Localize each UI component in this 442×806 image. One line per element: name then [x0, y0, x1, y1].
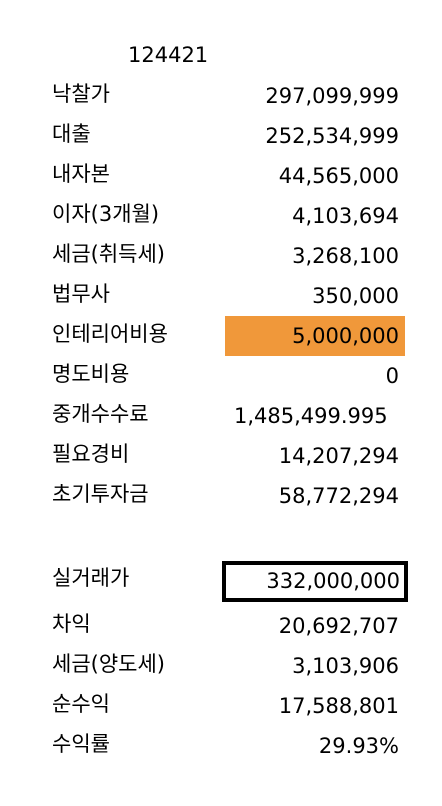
value-cell[interactable]: 297,099,999: [265, 84, 399, 108]
value-cell[interactable]: 44,565,000: [278, 164, 399, 188]
label-cell[interactable]: 내자본: [52, 162, 110, 186]
row-necessary-expense: 필요경비 14,207,294: [0, 436, 442, 476]
row-margin: 차익 20,692,707: [0, 606, 442, 646]
label-cell[interactable]: 순수익: [52, 692, 110, 716]
row-legal-fee: 법무사 350,000: [0, 276, 442, 316]
label-cell[interactable]: 세금(양도세): [52, 652, 165, 676]
row-actual-price: 실거래가 332,000,000: [0, 560, 442, 602]
row-initial-investment: 초기투자금 58,772,294: [0, 476, 442, 516]
row-interior-cost: 인테리어비용 5,000,000: [0, 316, 442, 356]
value-cell[interactable]: 17,588,801: [278, 694, 399, 718]
value-cell[interactable]: 58,772,294: [278, 484, 399, 508]
value-cell[interactable]: 0: [385, 364, 399, 388]
label-cell[interactable]: 대출: [52, 122, 91, 146]
value-cell[interactable]: 3,103,906: [292, 654, 399, 678]
label-cell[interactable]: 세금(취득세): [52, 242, 165, 266]
value-cell[interactable]: 350,000: [312, 284, 399, 308]
value-cell[interactable]: 14,207,294: [278, 444, 399, 468]
value-cell[interactable]: 4,103,694: [292, 204, 399, 228]
value-cell-highlighted[interactable]: 5,000,000: [225, 316, 405, 356]
label-cell[interactable]: 실거래가: [52, 566, 130, 590]
row-interest: 이자(3개월) 4,103,694: [0, 196, 442, 236]
label-cell[interactable]: 명도비용: [52, 362, 130, 386]
row-own-capital: 내자본 44,565,000: [0, 156, 442, 196]
value-cell[interactable]: 3,268,100: [292, 244, 399, 268]
row-capital-gains-tax: 세금(양도세) 3,103,906: [0, 646, 442, 686]
row-net-profit: 순수익 17,588,801: [0, 686, 442, 726]
row-brokerage-fee: 중개수수료 1,485,499.995: [0, 396, 442, 436]
label-cell[interactable]: 낙찰가: [52, 82, 110, 106]
label-cell[interactable]: 차익: [52, 612, 91, 636]
label-cell[interactable]: 초기투자금: [52, 482, 149, 506]
row-bid-price: 낙찰가 297,099,999: [0, 76, 442, 116]
value-cell[interactable]: 252,534,999: [265, 124, 399, 148]
value-cell-clipped[interactable]: 1,485,499.995: [234, 404, 388, 428]
label-cell[interactable]: 필요경비: [52, 442, 130, 466]
value-cell-selected[interactable]: 332,000,000: [222, 561, 408, 602]
value-cell[interactable]: 29.93%: [318, 734, 399, 758]
row-eviction-cost: 명도비용 0: [0, 356, 442, 396]
value-cell[interactable]: 20,692,707: [278, 614, 399, 638]
label-cell[interactable]: 이자(3개월): [52, 202, 160, 226]
row-acquisition-tax: 세금(취득세) 3,268,100: [0, 236, 442, 276]
label-cell[interactable]: 중개수수료: [52, 402, 149, 426]
row-loan: 대출 252,534,999: [0, 116, 442, 156]
id-cell[interactable]: 124421: [128, 43, 209, 67]
label-cell[interactable]: 법무사: [52, 282, 110, 306]
label-cell[interactable]: 인테리어비용: [52, 322, 168, 346]
label-cell[interactable]: 수익률: [52, 732, 110, 756]
row-return-rate: 수익률 29.93%: [0, 726, 442, 766]
